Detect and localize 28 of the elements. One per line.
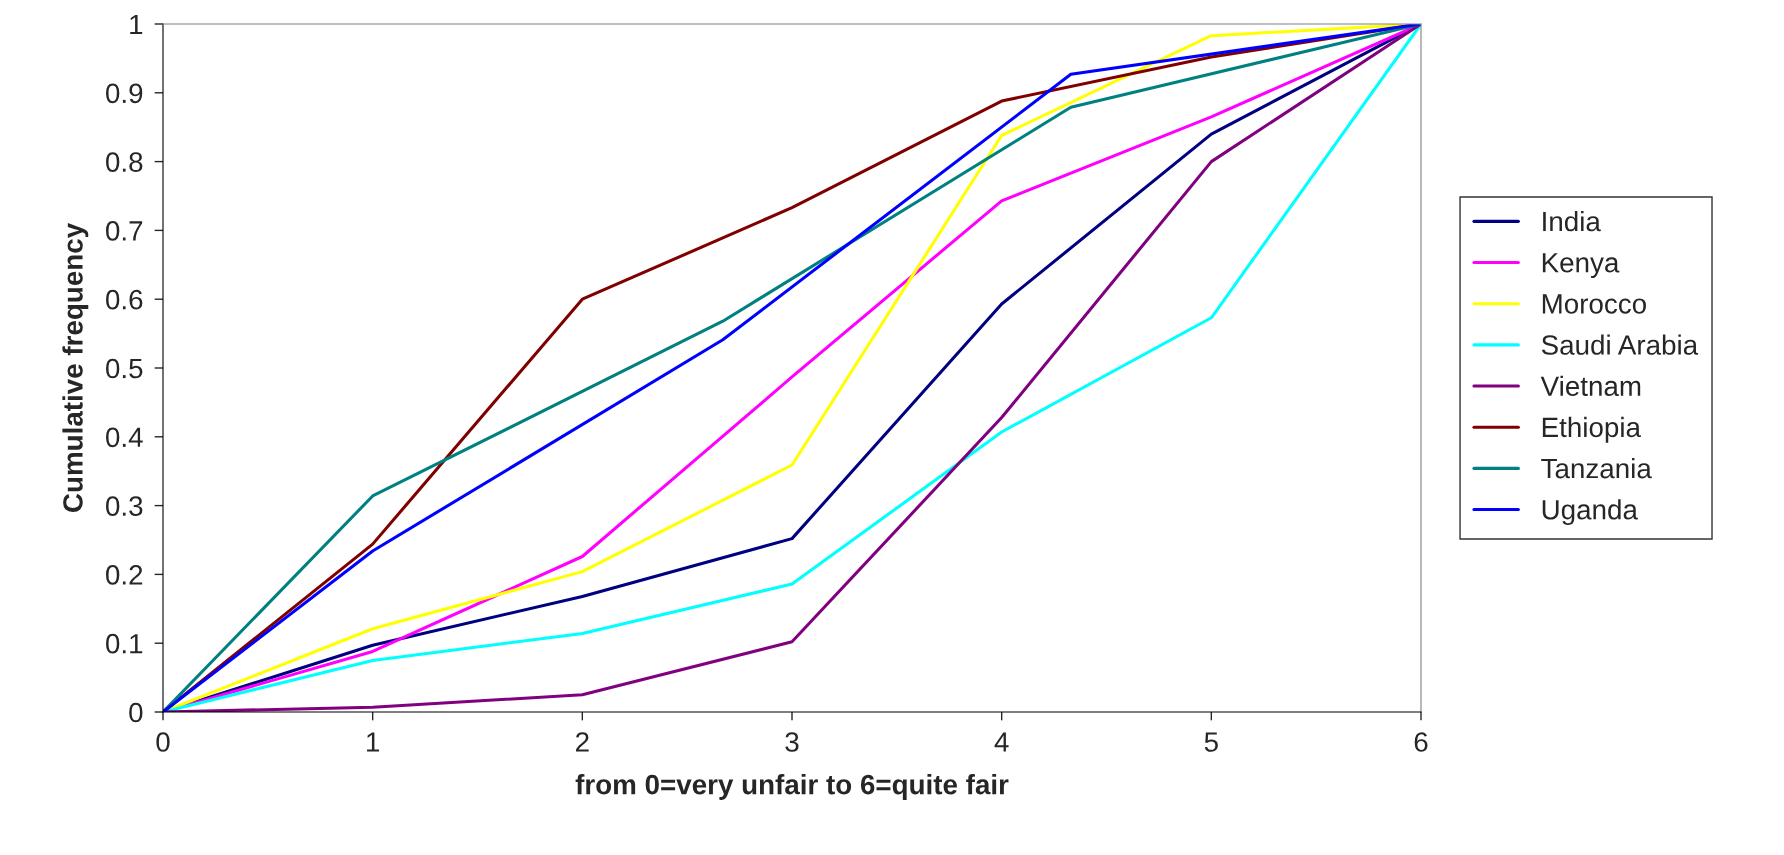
legend-label: Morocco — [1542, 294, 1646, 314]
y-tick-label: 0.5 — [106, 358, 143, 379]
x-tick-label: 6 — [1414, 732, 1428, 752]
y-tick-label: 0 — [129, 702, 143, 723]
y-tick-label: 0.6 — [106, 289, 143, 310]
x-tick-label: 4 — [994, 732, 1009, 752]
y-tick-label: 0.7 — [106, 221, 143, 241]
x-tick-label: 5 — [1204, 732, 1218, 752]
legend-label: Ethiopia — [1542, 416, 1641, 443]
y-tick-label: 0.4 — [106, 427, 143, 448]
y-axis-title: Cumulative frequency — [62, 223, 89, 512]
y-tick-label: 0.1 — [106, 633, 143, 654]
legend-label: Vietnam — [1540, 375, 1641, 397]
legend-label: Uganda — [1542, 499, 1638, 526]
legend-label: Saudi Arabia — [1541, 334, 1699, 355]
x-tick-label: 3 — [785, 732, 799, 752]
legend-label: Tanzania — [1541, 457, 1652, 479]
x-tick-label: 1 — [367, 732, 380, 752]
y-tick-label: 0.9 — [106, 83, 143, 104]
legend-label: India — [1543, 210, 1601, 232]
legend-label: Kenya — [1542, 253, 1620, 279]
y-tick-label: 0.3 — [106, 496, 143, 516]
x-tick-label: 0 — [156, 732, 170, 752]
x-axis-title: from 0=very unfair to 6=quite fair — [575, 774, 1009, 800]
y-tick-label: 0.2 — [106, 565, 143, 585]
x-tick-label: 2 — [576, 732, 589, 752]
y-tick-label: 0.8 — [106, 152, 143, 172]
y-tick-label: 1 — [130, 14, 143, 35]
